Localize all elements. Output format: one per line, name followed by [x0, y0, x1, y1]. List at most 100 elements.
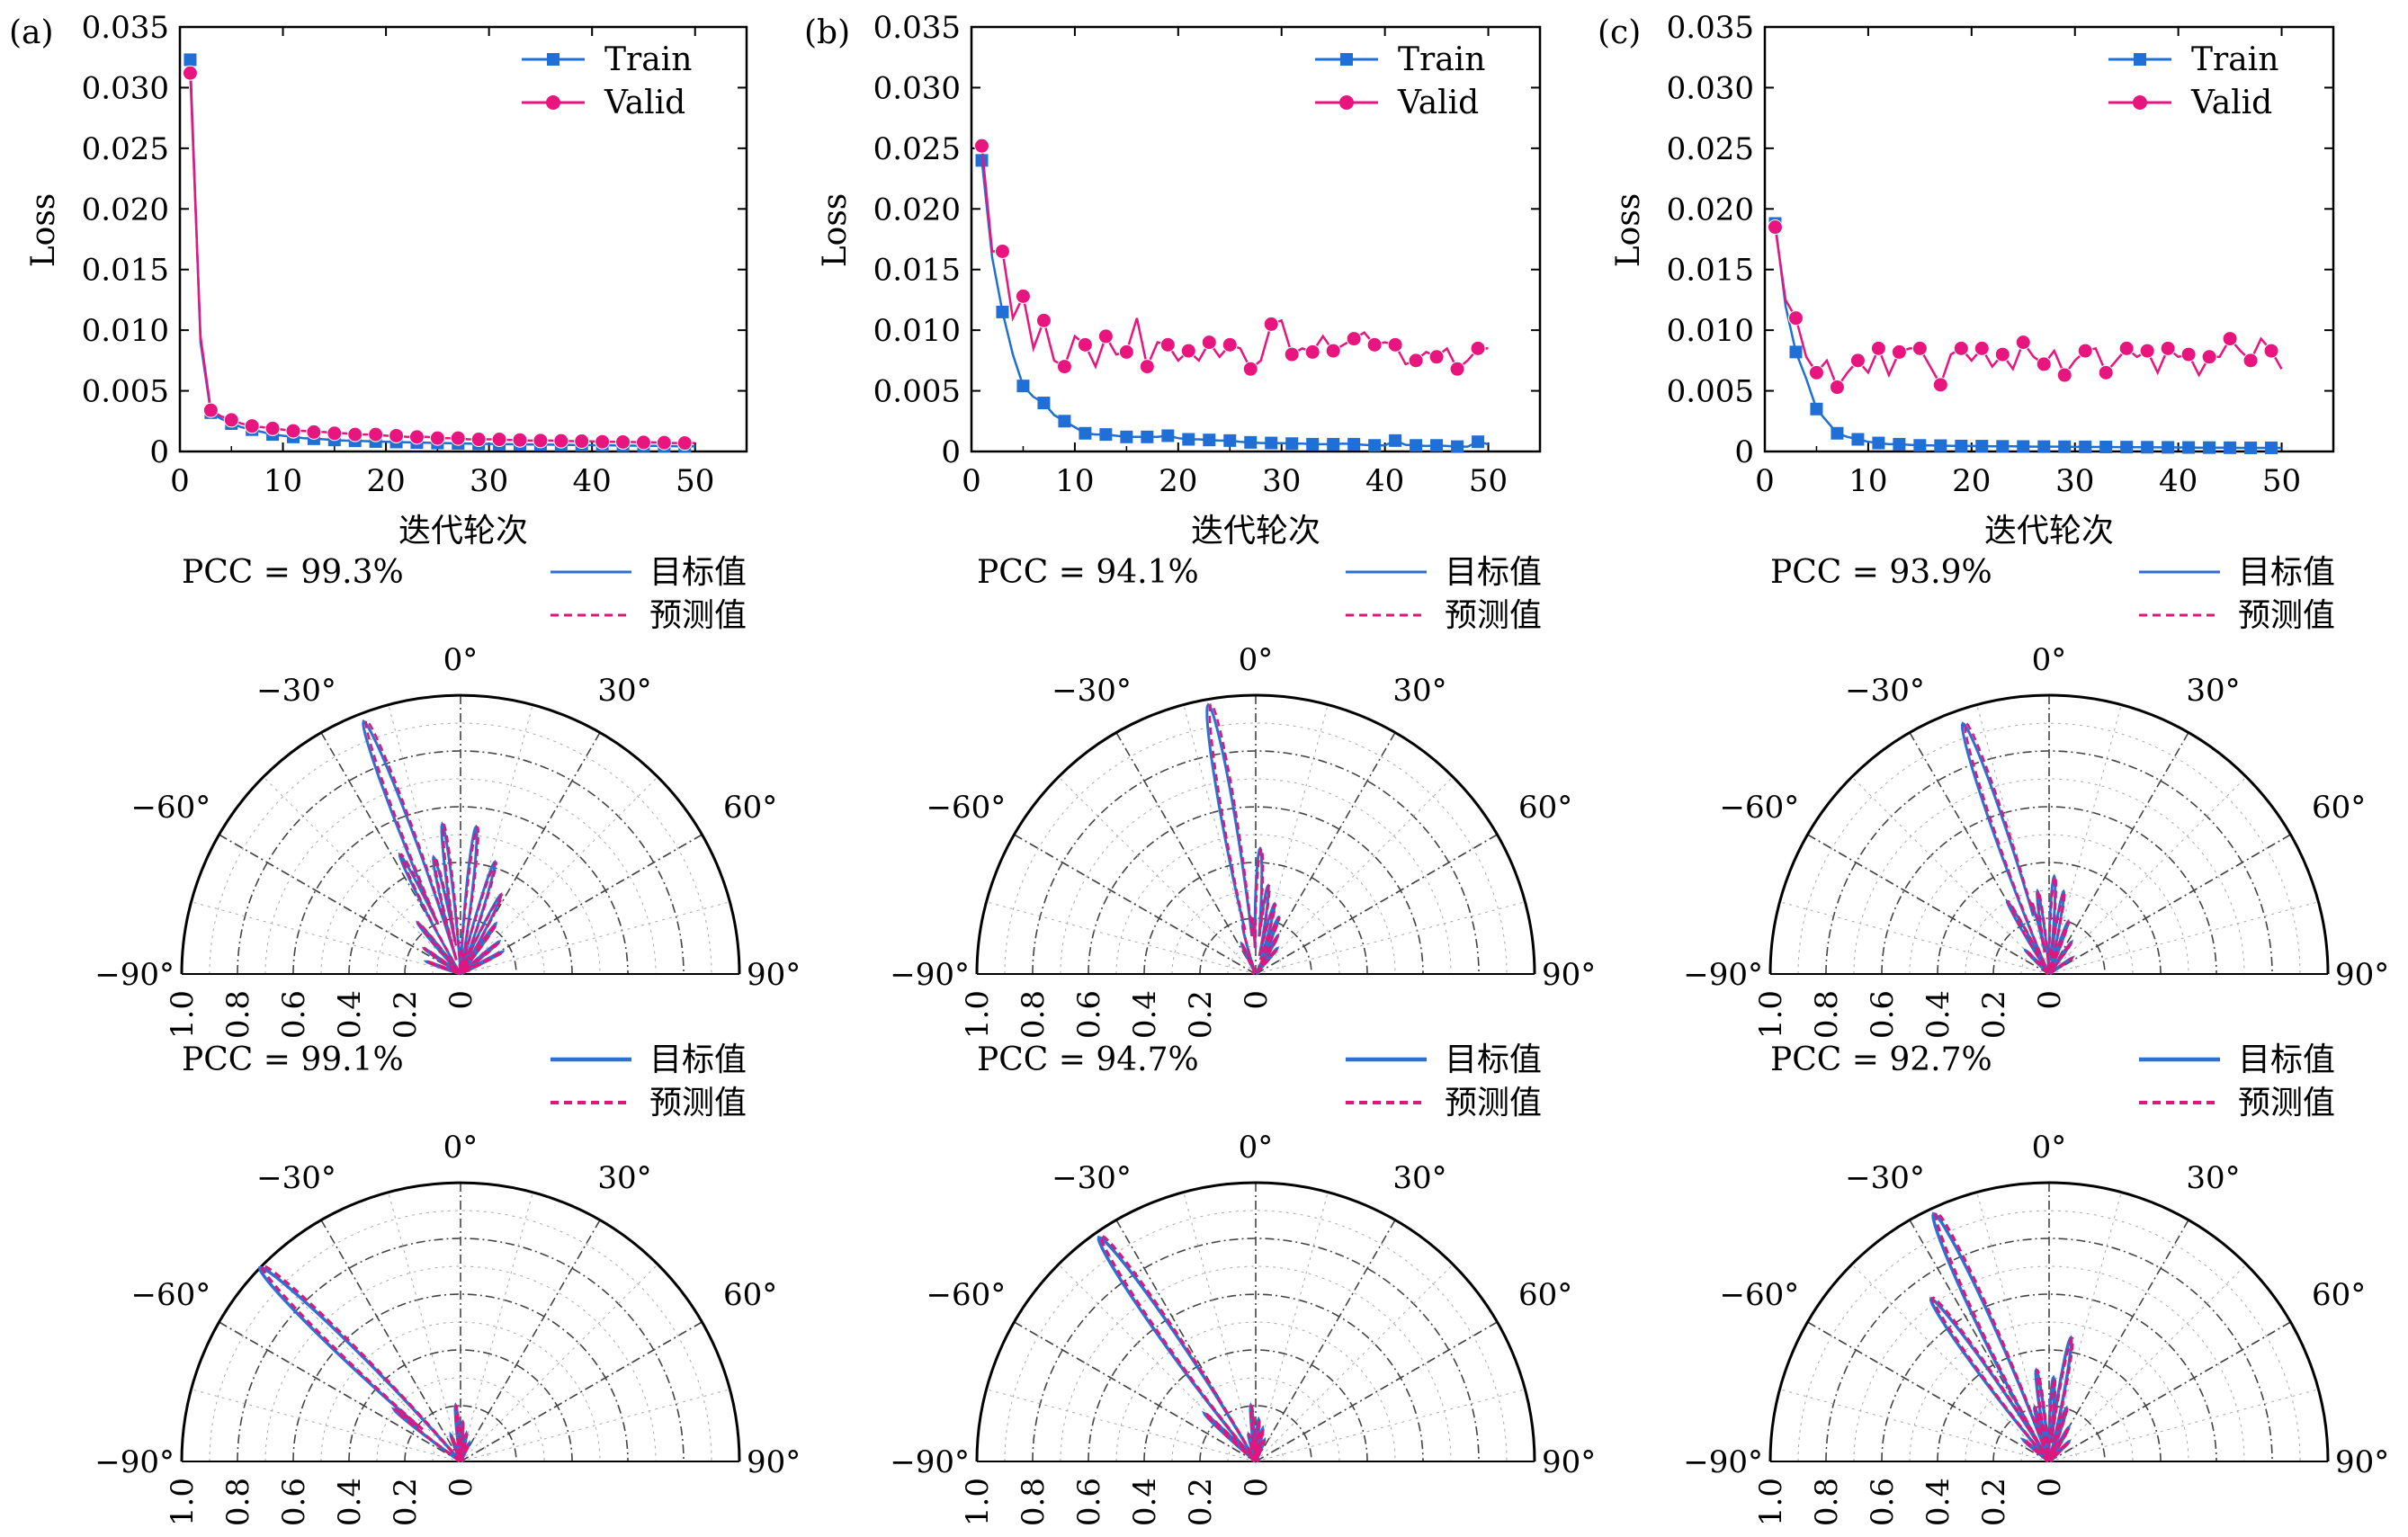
valid-point: [244, 418, 260, 434]
radial-tick-label: 0: [2032, 990, 2068, 1010]
polar-chart-4: 0° −30° 30° −60° 60° −90° 90° 1.0 0.8 0.6 0.4 0.2 0 P…: [890, 1041, 1596, 1526]
valid-point: [1387, 336, 1403, 353]
train-point: [1851, 433, 1865, 446]
train-point: [1893, 437, 1906, 451]
train-point: [1831, 426, 1844, 440]
x-tick-label: 50: [676, 463, 714, 499]
x-axis-label: 迭代轮次: [398, 513, 528, 550]
radial-minor-ring: [209, 1210, 712, 1462]
radial-minor-ring: [1853, 778, 2245, 975]
y-tick-label: 0.015: [1667, 253, 1754, 289]
radial-tick-label: 0.8: [1016, 990, 1052, 1039]
panel-label: (b): [804, 14, 850, 51]
train-point: [1058, 415, 1071, 428]
train-point: [2162, 441, 2175, 454]
valid-point: [2036, 356, 2052, 372]
y-tick-label: 0.010: [1667, 313, 1754, 349]
angle-spoke: [2048, 834, 2291, 975]
pcc-label: PCC = 94.7%: [977, 1041, 1199, 1078]
radial-ring: [1199, 1405, 1312, 1462]
valid-point: [533, 433, 549, 449]
legend-label-valid: Valid: [604, 85, 685, 121]
valid-point: [264, 420, 281, 436]
train-point: [1975, 440, 1989, 453]
radial-tick-label: 0.6: [276, 1478, 312, 1526]
train-point: [1368, 439, 1382, 452]
train-point: [2203, 441, 2216, 454]
radial-minor-ring: [1797, 722, 2301, 975]
radial-ring: [1992, 1405, 2106, 1462]
angle-label: 0°: [443, 1130, 479, 1166]
legend-label-valid: Valid: [2190, 85, 2272, 121]
valid-point: [182, 65, 198, 81]
train-point: [1223, 433, 1237, 447]
y-tick-label: 0.035: [873, 10, 961, 46]
angle-minor-spoke: [2048, 1264, 2247, 1462]
y-tick-label: 0.005: [82, 374, 169, 410]
y-axis-label: Loss: [25, 193, 62, 268]
polar-chart-5: 0° −30° 30° −60° 60° −90° 90° 1.0 0.8 0.6 0.4 0.2 0 P…: [1683, 1041, 2389, 1526]
plot-frame: [178, 25, 748, 453]
angle-minor-spoke: [2048, 901, 2319, 975]
x-axis-label: 迭代轮次: [1191, 513, 1320, 550]
train-point: [1120, 430, 1133, 443]
angle-spoke: [460, 732, 601, 975]
valid-point: [1325, 343, 1341, 359]
valid-point: [1139, 359, 1155, 375]
angle-spoke: [2048, 1321, 2291, 1462]
outer-arc: [180, 693, 741, 975]
polar-chart-1: 0° −30° 30° −60° 60° −90° 90° 1.0 0.8 0.6 0.4 0.2 0 P…: [890, 554, 1596, 1039]
radial-tick-label: 1.0: [1753, 1478, 1789, 1526]
angle-label: −30°: [1845, 1160, 1925, 1196]
train-point: [1996, 440, 2010, 453]
valid-point: [1974, 340, 1990, 356]
angle-spoke: [1115, 732, 1257, 975]
y-tick-label: 0.020: [1667, 192, 1754, 228]
angle-spoke: [1255, 1220, 1396, 1462]
angle-label: −30°: [1052, 673, 1132, 709]
radial-minor-ring: [376, 889, 545, 975]
angle-label: 60°: [1518, 1277, 1572, 1313]
y-tick-label: 0.035: [1667, 10, 1754, 46]
radial-minor-ring: [209, 722, 712, 975]
train-point: [1430, 439, 1444, 452]
y-tick-label: 0: [941, 434, 961, 470]
valid-point: [1953, 340, 1969, 356]
valid-point: [2201, 349, 2217, 365]
valid-point: [1242, 361, 1258, 377]
y-tick-label: 0.025: [1667, 131, 1754, 167]
angle-minor-spoke: [1183, 1192, 1257, 1462]
train-point: [1472, 435, 1485, 449]
predicted-pattern-line: [364, 719, 504, 976]
radial-tick-label: 0.6: [1071, 990, 1107, 1039]
angle-minor-spoke: [2048, 776, 2247, 975]
legend-marker-circle: [2133, 95, 2147, 110]
x-tick-label: 30: [1262, 463, 1301, 499]
angle-spoke: [219, 834, 461, 975]
valid-point: [574, 433, 590, 450]
x-tick-label: 20: [366, 463, 405, 499]
polar-chart-0: 0° −30° 30° −60° 60° −90° 90° 1.0 0.8 0.6 0.4 0.2 0 P…: [94, 554, 801, 1039]
x-tick-label: 20: [1159, 463, 1197, 499]
train-point: [2182, 441, 2196, 454]
valid-point: [1222, 336, 1238, 353]
angle-label: −90°: [94, 1444, 175, 1480]
outer-arc: [1768, 693, 2330, 975]
angle-minor-spoke: [191, 901, 461, 975]
legend-label-predicted: 预测值: [649, 597, 747, 634]
legend-label-target: 目标值: [649, 1041, 747, 1078]
x-tick-label: 30: [470, 463, 508, 499]
angle-label: 30°: [2186, 673, 2240, 709]
radial-tick-label: 0.8: [1016, 1478, 1052, 1526]
radial-minor-ring: [1060, 778, 1452, 975]
train-point: [2058, 440, 2072, 453]
valid-point: [1408, 353, 1424, 369]
valid-point: [1449, 361, 1465, 377]
valid-point: [1808, 364, 1824, 380]
train-point: [1410, 439, 1423, 452]
valid-point: [2015, 335, 2031, 351]
valid-point: [1263, 316, 1279, 332]
legend-marker-circle: [546, 95, 560, 110]
x-tick-label: 0: [962, 463, 981, 499]
polar-chart-2: 0° −30° 30° −60° 60° −90° 90° 1.0 0.8 0.6 0.4 0.2 0 P…: [1683, 554, 2389, 1039]
